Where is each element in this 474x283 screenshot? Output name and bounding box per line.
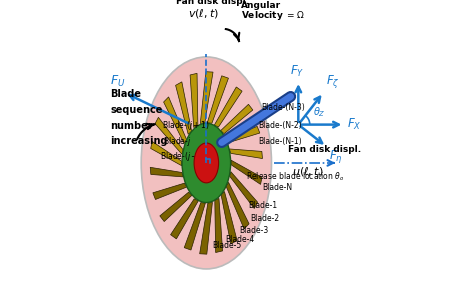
Polygon shape (201, 72, 213, 123)
Polygon shape (200, 202, 212, 254)
Text: Blade-N: Blade-N (263, 183, 292, 192)
Text: Blade-(N-1): Blade-(N-1) (259, 137, 302, 146)
Text: Blade-2: Blade-2 (250, 214, 279, 223)
Ellipse shape (194, 143, 219, 183)
Text: Blade-(N-3): Blade-(N-3) (261, 104, 305, 113)
Text: number: number (110, 121, 153, 130)
Text: Blade-1: Blade-1 (248, 201, 278, 210)
Polygon shape (190, 73, 198, 127)
Text: Velocity $=\Omega$: Velocity $=\Omega$ (241, 9, 304, 22)
Text: Blade-4: Blade-4 (226, 235, 255, 244)
Ellipse shape (141, 57, 272, 269)
Polygon shape (155, 117, 183, 154)
Text: Blade-$j$: Blade-$j$ (164, 135, 192, 148)
Text: $F_U$: $F_U$ (110, 74, 126, 89)
Polygon shape (207, 76, 228, 123)
Polygon shape (153, 183, 187, 200)
Text: Fan disk displ.: Fan disk displ. (288, 145, 361, 154)
Text: Fan disk displ.: Fan disk displ. (176, 0, 249, 6)
Polygon shape (175, 82, 191, 134)
Text: $v(\ell,t)$: $v(\ell,t)$ (188, 7, 219, 20)
Ellipse shape (182, 123, 231, 203)
Text: $F_X$: $F_X$ (347, 117, 361, 132)
Text: $F_\eta$: $F_\eta$ (329, 148, 343, 165)
Text: $F_Y$: $F_Y$ (290, 63, 304, 79)
Text: Blade-3: Blade-3 (239, 226, 269, 235)
Polygon shape (171, 199, 199, 239)
Polygon shape (160, 192, 192, 222)
Polygon shape (215, 198, 223, 252)
Text: $F_\zeta$: $F_\zeta$ (326, 73, 340, 90)
Text: Blade-$(j-1)$: Blade-$(j-1)$ (160, 150, 208, 163)
Polygon shape (229, 149, 263, 158)
Polygon shape (151, 142, 182, 166)
Text: Angular: Angular (241, 1, 281, 10)
Polygon shape (164, 97, 187, 143)
Polygon shape (226, 182, 249, 229)
Polygon shape (221, 192, 237, 244)
Text: Blade-(N-2): Blade-(N-2) (259, 121, 302, 130)
Text: sequence: sequence (110, 105, 163, 115)
Text: $u(\ell,t)$: $u(\ell,t)$ (292, 166, 323, 179)
Text: Blade-$(j+1)$: Blade-$(j+1)$ (162, 119, 210, 132)
Text: $\theta_Z$: $\theta_Z$ (313, 105, 326, 119)
Polygon shape (150, 167, 183, 177)
Polygon shape (214, 87, 242, 127)
Polygon shape (220, 104, 253, 134)
Text: Blade: Blade (110, 89, 142, 99)
Polygon shape (226, 127, 260, 143)
Polygon shape (184, 203, 205, 250)
Text: Release blade location $\theta_o$: Release blade location $\theta_o$ (246, 171, 345, 183)
Text: Blade-5: Blade-5 (213, 241, 242, 250)
Polygon shape (229, 171, 257, 209)
Polygon shape (231, 160, 262, 185)
Text: increasing: increasing (110, 136, 168, 146)
